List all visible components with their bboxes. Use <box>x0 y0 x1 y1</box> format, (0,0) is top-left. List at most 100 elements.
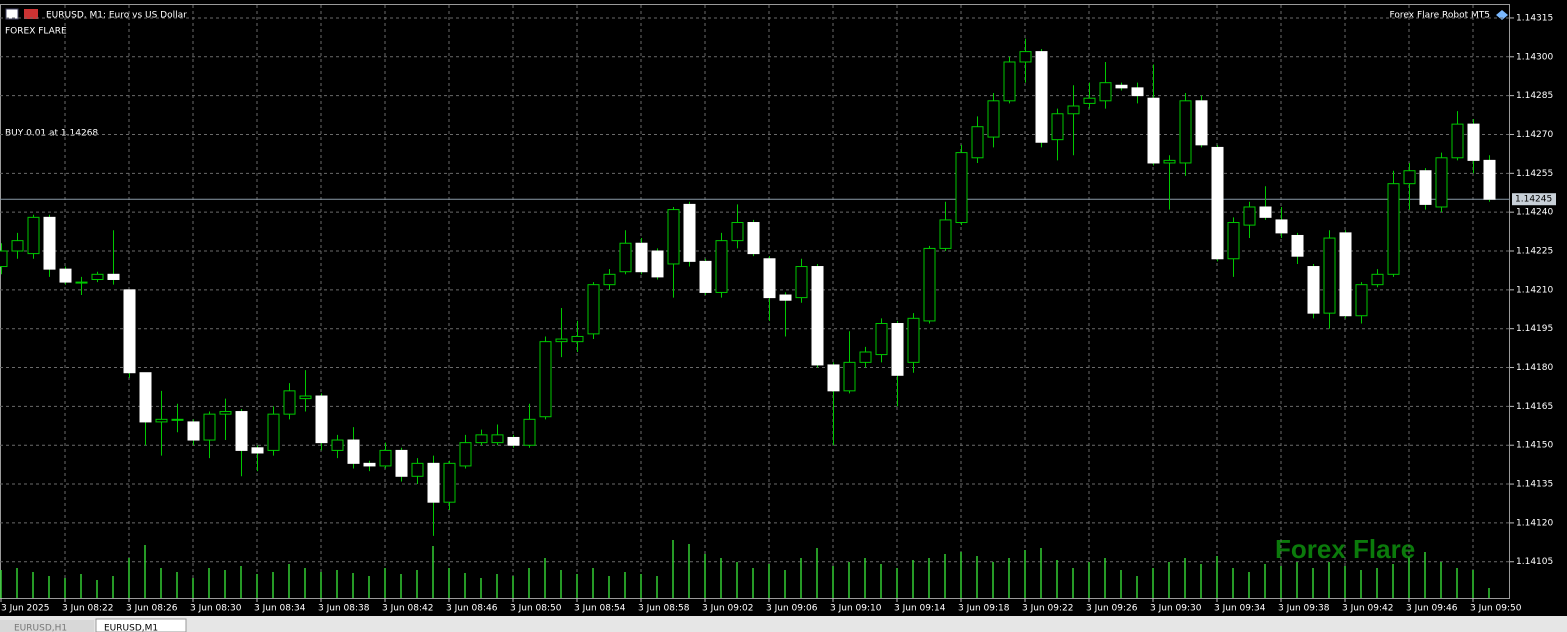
candle-body <box>0 250 8 268</box>
y-tick-label: 1.14225 <box>1516 247 1553 257</box>
candle-body <box>1307 266 1320 314</box>
candle-body <box>987 100 1000 138</box>
candle-body <box>347 439 360 464</box>
candle-body <box>1131 87 1144 97</box>
x-tick-label: 3 Jun 09:06 <box>766 604 818 614</box>
x-tick-label: 3 Jun 2025 <box>1 604 49 614</box>
x-tick-label: 3 Jun 08:42 <box>382 604 433 614</box>
candle-body <box>1483 159 1496 200</box>
candle-body <box>827 364 840 392</box>
candle-body <box>235 411 248 451</box>
candle-body <box>1195 100 1208 146</box>
x-tick-label: 3 Jun 09:50 <box>1470 604 1522 614</box>
x-tick-label: 3 Jun 09:22 <box>1022 604 1073 614</box>
x-tick-label: 3 Jun 09:46 <box>1406 604 1458 614</box>
y-tick-label: 1.14180 <box>1516 363 1553 373</box>
candle-body <box>507 436 520 446</box>
candle-body <box>1003 61 1016 102</box>
candle-body <box>1067 105 1080 115</box>
candle-body <box>363 462 376 467</box>
x-tick-label: 3 Jun 09:38 <box>1278 604 1330 614</box>
candle-body <box>1419 170 1432 205</box>
y-tick-label: 1.14165 <box>1516 402 1553 412</box>
candle-body <box>635 242 648 273</box>
x-tick-label: 3 Jun 08:26 <box>126 604 178 614</box>
x-tick-label: 3 Jun 08:22 <box>62 604 113 614</box>
candle-body <box>1099 82 1112 102</box>
y-tick-label: 1.14150 <box>1516 441 1553 451</box>
y-tick-label: 1.14120 <box>1516 518 1553 528</box>
tab-label[interactable]: EURUSD,M1 <box>104 624 158 632</box>
tab-label[interactable]: EURUSD,H1 <box>14 624 67 632</box>
candle-body <box>1227 222 1240 260</box>
candle-body <box>427 462 440 503</box>
candle-body <box>1387 183 1400 275</box>
candle-body <box>107 273 120 280</box>
x-tick-label: 3 Jun 09:34 <box>1214 604 1266 614</box>
candle-body <box>187 421 200 441</box>
x-tick-label: 3 Jun 09:18 <box>958 604 1010 614</box>
candle-body <box>587 284 600 335</box>
tab-bar <box>0 616 1567 632</box>
candle-body <box>139 372 152 423</box>
candle-body <box>779 294 792 301</box>
candle-body <box>763 258 776 299</box>
y-tick-label: 1.14300 <box>1516 52 1553 62</box>
candle-body <box>459 442 472 467</box>
candle-body <box>891 323 904 376</box>
candle-body <box>875 323 888 356</box>
candle-body <box>155 418 168 423</box>
x-tick-label: 3 Jun 08:30 <box>190 604 242 614</box>
candle-body <box>619 242 632 273</box>
x-tick-label: 3 Jun 08:58 <box>638 604 690 614</box>
plot-frame <box>0 4 1510 599</box>
candle-body <box>843 361 856 392</box>
y-tick-label: 1.14285 <box>1516 91 1553 101</box>
candle-body <box>1339 232 1352 317</box>
candle-body <box>811 266 824 366</box>
candle-body <box>331 439 344 451</box>
candle-body <box>1371 273 1384 286</box>
candle-body <box>91 273 104 280</box>
candle-body <box>1291 234 1304 257</box>
candle-body <box>1355 284 1368 317</box>
candle-body <box>907 317 920 363</box>
x-tick-label: 3 Jun 08:46 <box>446 604 498 614</box>
y-tick-label: 1.14270 <box>1516 130 1553 140</box>
candle-body <box>203 413 216 441</box>
candle-body <box>379 449 392 467</box>
candle-body <box>1083 97 1096 104</box>
candle-body <box>411 462 424 477</box>
candle-body <box>667 209 680 265</box>
candle-body <box>475 434 488 444</box>
y-tick-label: 1.14315 <box>1516 13 1553 23</box>
candle-body <box>651 250 664 278</box>
x-tick-label: 3 Jun 08:54 <box>574 604 626 614</box>
candle-body <box>1259 206 1272 218</box>
candle-body <box>1019 51 1032 63</box>
flag-icon <box>24 9 38 19</box>
x-tick-label: 3 Jun 09:02 <box>702 604 753 614</box>
candle-body <box>1147 97 1160 164</box>
candle-body <box>683 203 696 262</box>
tab[interactable] <box>0 620 94 632</box>
candle-body <box>955 152 968 224</box>
x-tick-label: 3 Jun 09:26 <box>1086 604 1138 614</box>
y-tick-label: 1.14135 <box>1516 480 1553 490</box>
candle-body <box>251 447 264 454</box>
x-tick-label: 3 Jun 08:50 <box>510 604 562 614</box>
candle-body <box>747 222 760 255</box>
tab-active[interactable] <box>95 618 187 632</box>
candle-body <box>795 266 808 299</box>
y-tick-label: 1.14105 <box>1516 557 1553 567</box>
candle-body <box>1115 84 1128 89</box>
candle-body <box>699 260 712 293</box>
candle-body <box>715 240 728 293</box>
candle-body <box>1035 51 1048 143</box>
indicator-label: FOREX FLARE <box>5 27 67 37</box>
candle-body <box>11 240 24 252</box>
candle-body <box>555 338 568 343</box>
